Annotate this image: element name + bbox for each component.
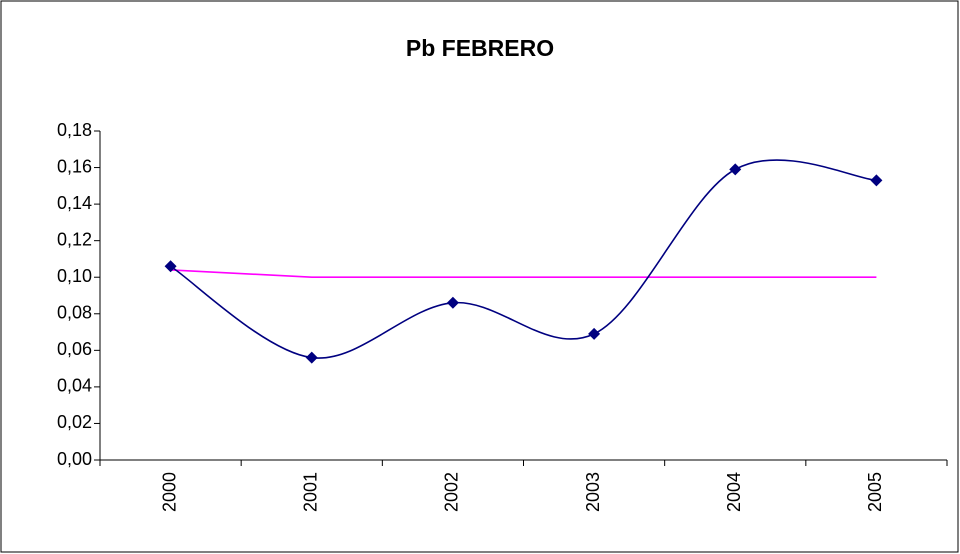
y-tick-label: 0,10 — [57, 266, 92, 286]
x-tick-label: 2001 — [301, 472, 321, 512]
y-tick-label: 0,02 — [57, 412, 92, 432]
series-line — [170, 159, 877, 359]
data-point — [588, 327, 601, 340]
series-line — [170, 269, 877, 279]
x-tick-label: 2002 — [442, 472, 462, 512]
y-tick-label: 0,18 — [57, 120, 92, 140]
y-tick-label: 0,16 — [57, 156, 92, 176]
data-point — [305, 351, 318, 364]
x-tick-label: 2005 — [865, 472, 885, 512]
x-tick-label: 2004 — [724, 472, 744, 512]
data-point — [729, 163, 742, 176]
y-tick-label: 0,08 — [57, 303, 92, 323]
y-tick-label: 0,04 — [57, 376, 92, 396]
y-tick-label: 0,12 — [57, 229, 92, 249]
data-point — [870, 174, 883, 187]
x-tick-label: 2000 — [159, 472, 179, 512]
data-point — [446, 296, 459, 309]
x-tick-label: 2003 — [583, 472, 603, 512]
data-point — [164, 260, 177, 273]
y-tick-label: 0,14 — [57, 193, 92, 213]
chart-title: Pb FEBRERO — [406, 35, 554, 61]
y-tick-label: 0,00 — [57, 449, 92, 469]
y-tick-label: 0,06 — [57, 339, 92, 359]
